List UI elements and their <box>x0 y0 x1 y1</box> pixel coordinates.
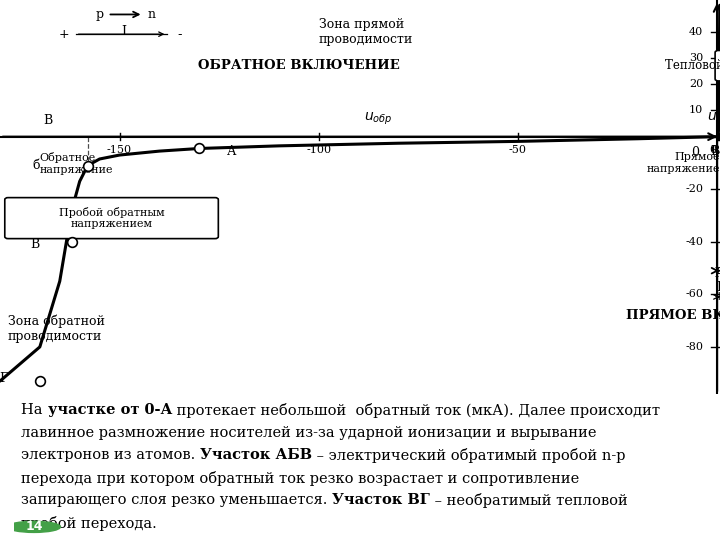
Text: А: А <box>227 145 237 158</box>
Text: пробой перехода.: пробой перехода. <box>22 516 157 531</box>
Text: I: I <box>716 281 720 294</box>
Text: перехода при котором обратный ток резко возрастает и сопротивление: перехода при котором обратный ток резко … <box>22 471 580 486</box>
Text: p: p <box>715 264 720 277</box>
FancyBboxPatch shape <box>715 50 720 81</box>
Text: +: + <box>714 291 720 303</box>
Text: В: В <box>43 114 53 127</box>
Text: -60: -60 <box>685 289 703 299</box>
Text: -100: -100 <box>306 145 331 155</box>
Text: -150: -150 <box>107 145 132 155</box>
Text: n: n <box>716 264 720 277</box>
Text: Г: Г <box>0 372 8 385</box>
Text: -20: -20 <box>685 184 703 194</box>
Text: p: p <box>96 8 104 21</box>
Text: 0.4: 0.4 <box>710 145 720 155</box>
Text: запирающего слоя резко уменьшается.: запирающего слоя резко уменьшается. <box>22 494 333 508</box>
Text: В: В <box>30 238 40 251</box>
Text: n: n <box>148 8 156 21</box>
Text: -40: -40 <box>685 237 703 247</box>
Text: 30: 30 <box>689 53 703 63</box>
Text: Прямое
напряжение: Прямое напряжение <box>647 152 720 174</box>
Text: ОБРАТНОЕ ВКЛЮЧЕНИЕ: ОБРАТНОЕ ВКЛЮЧЕНИЕ <box>198 59 400 72</box>
Text: -50: -50 <box>509 145 527 155</box>
Text: В: В <box>711 145 720 158</box>
Text: Участок ВГ: Участок ВГ <box>333 494 431 508</box>
Text: протекает небольшой  обратный ток (мкА). Далее происходит: протекает небольшой обратный ток (мкА). … <box>172 403 660 418</box>
Text: б: б <box>32 159 40 172</box>
Text: – электрический обратимый пробой n-p: – электрический обратимый пробой n-p <box>312 448 626 463</box>
Text: -80: -80 <box>685 342 703 352</box>
Text: Зона прямой
проводимости: Зона прямой проводимости <box>319 17 413 45</box>
Text: ПРЯМОЕ ВКЛЮЧЕНИЕ: ПРЯМОЕ ВКЛЮЧЕНИЕ <box>626 309 720 322</box>
Text: электронов из атомов.: электронов из атомов. <box>22 448 200 462</box>
FancyBboxPatch shape <box>5 198 218 239</box>
Text: +: + <box>58 28 69 40</box>
Text: $u_{пр}$: $u_{пр}$ <box>707 110 720 127</box>
Text: Обратное
напряжение: Обратное напряжение <box>40 152 113 175</box>
Text: участке от 0-А: участке от 0-А <box>48 403 172 417</box>
Circle shape <box>7 521 60 532</box>
Text: 20: 20 <box>689 79 703 89</box>
Text: Участок АБВ: Участок АБВ <box>200 448 312 462</box>
Text: Тепловой пробой: Тепловой пробой <box>665 59 720 72</box>
Text: -: - <box>177 28 181 40</box>
Text: 14: 14 <box>25 521 42 534</box>
Text: лавинное размножение носителей из-за ударной ионизации и вырывание: лавинное размножение носителей из-за уда… <box>22 426 597 440</box>
Text: 40: 40 <box>689 26 703 37</box>
Text: I: I <box>121 25 126 38</box>
Text: 0.2: 0.2 <box>709 145 720 155</box>
Text: $P_{max} = IU$: $P_{max} = IU$ <box>719 84 720 99</box>
Text: 0: 0 <box>691 146 699 159</box>
Text: 10: 10 <box>689 105 703 116</box>
Text: $u_{обр}$: $u_{обр}$ <box>364 110 392 127</box>
Text: – необратимый тепловой: – необратимый тепловой <box>431 494 628 508</box>
Text: Зона обратной
проводимости: Зона обратной проводимости <box>8 314 105 343</box>
Text: Пробой обратным
напряжением: Пробой обратным напряжением <box>59 207 164 229</box>
Text: На: На <box>22 403 48 417</box>
Text: -: - <box>717 291 720 303</box>
